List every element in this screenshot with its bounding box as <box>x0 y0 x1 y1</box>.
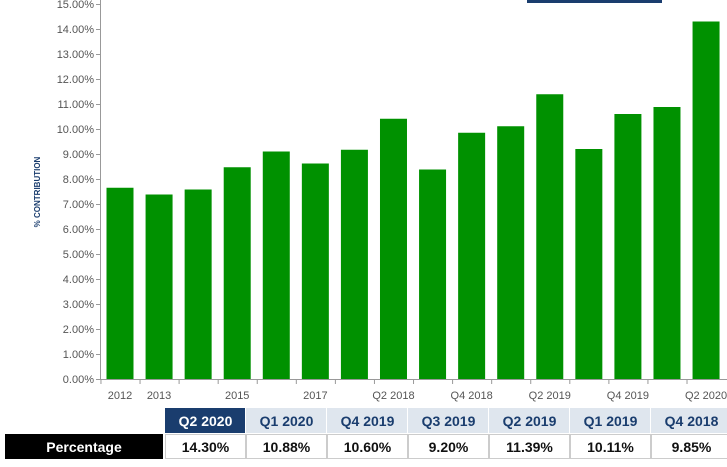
bar <box>458 133 485 379</box>
header-text: Q2 2019 <box>503 413 557 429</box>
y-tick-label: 5.00% <box>63 249 94 261</box>
bar <box>419 170 446 380</box>
bar <box>536 94 563 379</box>
y-tick-label: 1.00% <box>63 349 94 361</box>
cell-text: 10.11% <box>587 439 634 455</box>
cell-text: 10.60% <box>344 439 392 455</box>
bar <box>653 107 680 379</box>
y-tick-label: 8.00% <box>63 174 94 186</box>
x-tick-label: Q2 2019 <box>529 390 571 402</box>
x-tick-label: Q4 2018 <box>451 390 493 402</box>
data-table: Q2 2020 14.30% Q1 2020 10.88% Q4 2019 10.60% Q… <box>5 408 727 459</box>
y-tick-label: 15.00% <box>57 0 95 11</box>
bar <box>497 126 524 379</box>
y-tick-label: 2.00% <box>63 324 94 336</box>
top-tab <box>527 0 662 3</box>
y-tick-label: 9.00% <box>63 149 94 161</box>
header-text: Q1 2019 <box>584 413 638 429</box>
y-tick-label: 7.00% <box>63 199 94 211</box>
bar <box>341 150 368 379</box>
y-tick-label: 6.00% <box>63 224 94 236</box>
header-text: Q4 2019 <box>341 413 395 429</box>
header-text: Q4 2018 <box>665 413 719 429</box>
y-tick-label: 12.00% <box>57 74 95 86</box>
header-text: Q2 2020 <box>179 413 233 429</box>
y-tick-label: 13.00% <box>57 49 95 61</box>
header-text: Q3 2019 <box>422 413 476 429</box>
x-tick-label: Q2 2020 <box>685 390 727 402</box>
y-tick-label: 14.00% <box>57 24 95 36</box>
cell-text: 10.88% <box>263 439 311 455</box>
cell-text: 9.20% <box>429 439 469 455</box>
cell-text: 11.39% <box>506 439 553 455</box>
x-tick-label: 2013 <box>147 390 171 402</box>
y-tick-label: 3.00% <box>63 299 94 311</box>
x-tick-label: Q2 2018 <box>372 390 414 402</box>
x-tick-label: 2012 <box>108 390 132 402</box>
header-text: Q1 2020 <box>260 413 314 429</box>
y-tick-label: 10.00% <box>57 124 95 136</box>
bar <box>224 167 251 379</box>
bar <box>263 152 290 380</box>
bar <box>146 195 173 380</box>
bar <box>107 188 134 379</box>
bar <box>302 164 329 380</box>
cell-text: 9.85% <box>672 439 712 455</box>
y-tick-label: 11.00% <box>58 99 95 111</box>
y-tick-label: 0.00% <box>63 374 94 386</box>
y-axis-label: % CONTRIBUTION <box>33 156 42 227</box>
x-tick-label: Q4 2019 <box>607 390 649 402</box>
bar <box>693 22 720 380</box>
x-tick-label: 2017 <box>303 390 327 402</box>
x-tick-label: 2015 <box>225 390 249 402</box>
bar <box>614 114 641 379</box>
y-tick-label: 4.00% <box>63 274 94 286</box>
row-label: Percentage <box>46 439 122 455</box>
cell-text: 14.30% <box>182 439 230 455</box>
bar <box>185 190 212 380</box>
bar <box>575 149 602 379</box>
bar <box>380 119 407 379</box>
